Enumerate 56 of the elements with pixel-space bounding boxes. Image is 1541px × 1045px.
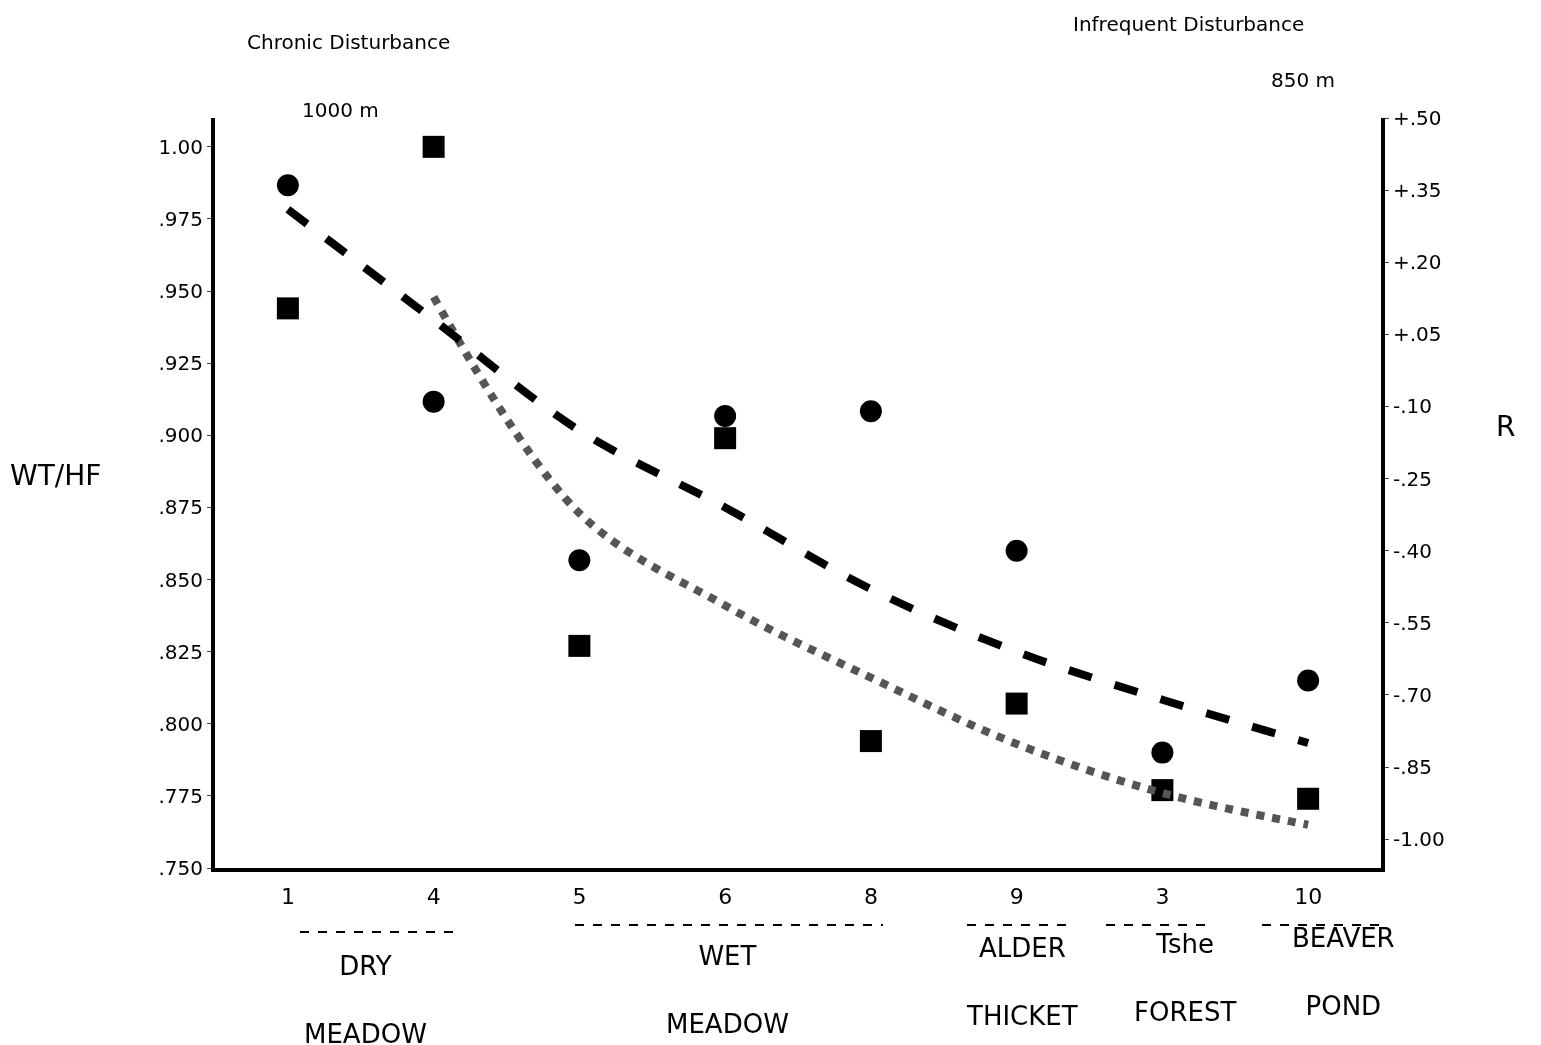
text: 850 m — [1271, 68, 1336, 92]
point — [568, 549, 591, 572]
x-tick-label: 8 — [863, 884, 878, 910]
y2-tick-label: +.05 — [1393, 322, 1442, 347]
y2-tick-label: -1.00 — [1393, 827, 1445, 852]
annotation: 1000 m — [302, 98, 379, 122]
text: DRY MEADOW — [304, 951, 427, 1045]
text: WET MEADOW — [666, 941, 789, 1039]
text: Tshe FOREST — [1134, 929, 1237, 1027]
point — [276, 174, 299, 197]
y2-tick-label: -.40 — [1393, 538, 1433, 563]
y-tick-label: .900 — [158, 423, 203, 448]
x-tick-label: 10 — [1294, 884, 1323, 910]
x-tick-label: 1 — [280, 884, 295, 910]
x-tick-label: 9 — [1009, 884, 1024, 910]
y-tick-label: .800 — [158, 711, 203, 736]
y2-tick-label: -.85 — [1393, 755, 1433, 780]
y-axis-title: WT/HF — [10, 459, 102, 492]
point — [422, 390, 445, 413]
x-tick-label: 4 — [426, 884, 441, 910]
y2-tick-label: -.10 — [1393, 394, 1433, 419]
y-tick-label: .975 — [158, 206, 203, 231]
point — [1297, 787, 1320, 810]
x-tick-label: 3 — [1155, 884, 1170, 910]
y-tick-label: .850 — [158, 567, 203, 592]
y2-tick-label: -.55 — [1393, 610, 1433, 635]
y2-tick-label: +.35 — [1393, 178, 1442, 203]
point — [276, 297, 299, 320]
point — [1297, 669, 1320, 692]
point — [568, 634, 591, 657]
y-tick-label: .875 — [158, 495, 203, 520]
y2-axis-title: R — [1496, 410, 1516, 443]
y2-tick-label: +.20 — [1393, 250, 1442, 275]
point — [714, 405, 737, 428]
x-tick-label: 6 — [718, 884, 733, 910]
y2-tick-label: -.70 — [1393, 682, 1433, 707]
point — [1005, 692, 1028, 715]
y-tick-label: 1.00 — [158, 134, 203, 159]
y-tick-label: .750 — [158, 856, 203, 880]
y-tick-label: .775 — [158, 783, 203, 808]
chart-title: Chronic Disturbance — [247, 30, 451, 54]
point — [1005, 539, 1028, 562]
point — [859, 730, 882, 753]
text: BEAVER POND — [1292, 923, 1395, 1021]
y-tick-label: .825 — [158, 639, 203, 664]
text: ALDER THICKET — [967, 933, 1078, 1031]
chart-subtitle: Infrequent Disturbance — [1073, 12, 1305, 36]
point — [422, 135, 445, 158]
y-tick-label: .925 — [158, 351, 203, 376]
point — [714, 427, 737, 450]
y2-tick-label: -.25 — [1393, 466, 1433, 491]
point — [1151, 741, 1174, 764]
y2-tick-label: +.50 — [1393, 106, 1442, 130]
point — [859, 400, 882, 423]
x-tick-label: 5 — [572, 884, 587, 910]
y-tick-label: .950 — [158, 279, 203, 304]
